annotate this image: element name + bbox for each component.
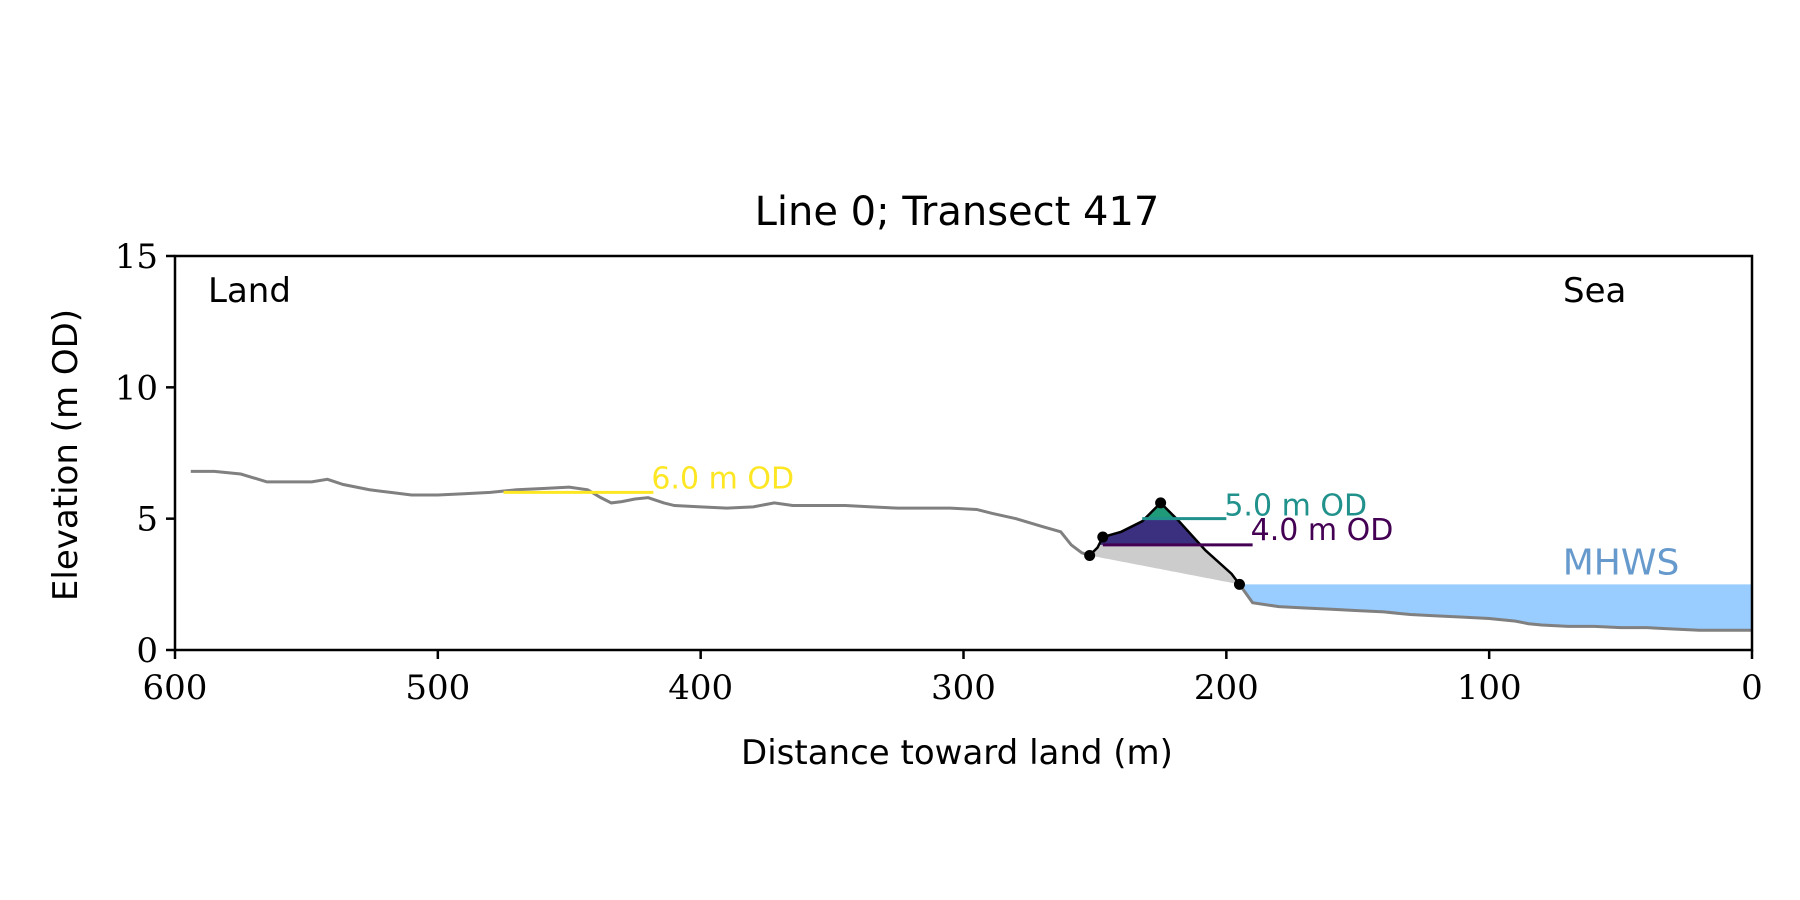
mhws-label: MHWS	[1563, 542, 1680, 583]
y-tick-label: 15	[115, 237, 158, 277]
sea-label: Sea	[1563, 271, 1626, 311]
x-tick-label: 0	[1741, 668, 1763, 708]
x-tick-label: 500	[405, 668, 470, 708]
level-label-2: 4.0 m OD	[1251, 513, 1394, 548]
y-tick-label: 0	[136, 631, 158, 671]
level-label-0: 6.0 m OD	[651, 461, 794, 496]
x-tick-label: 300	[931, 668, 996, 708]
dune-marker-point	[1097, 531, 1109, 543]
mhws-water-fill	[1239, 584, 1752, 631]
y-tick-label: 10	[115, 368, 158, 408]
fills-layer	[1090, 503, 1752, 631]
lines-layer	[190, 469, 1752, 632]
x-tick-label: 600	[143, 668, 208, 708]
x-tick-label: 200	[1194, 668, 1259, 708]
x-tick-label: 400	[668, 668, 733, 708]
dune-marker-point	[1155, 497, 1167, 509]
landward-profile-line	[190, 469, 1091, 557]
axes-layer: 600 500 400 300 200 100 0 0 5 10 15	[115, 237, 1763, 708]
dune-marker-point	[1084, 549, 1096, 561]
land-label: Land	[208, 271, 291, 311]
marks-layer: 6.0 m OD 5.0 m OD4.0 m OD MHWS	[651, 461, 1680, 590]
level-label-1: 5.0 m OD	[1224, 489, 1367, 524]
dune-marker-point	[1233, 578, 1245, 590]
x-tick-label: 100	[1457, 668, 1522, 708]
dune-fill-4-to-5m	[1099, 518, 1201, 545]
y-tick-label: 5	[136, 500, 158, 540]
dune-fill-above-5m	[1145, 503, 1176, 519]
chart-title: Line 0; Transect 417	[755, 189, 1160, 235]
y-axis-label: Elevation (m OD)	[46, 309, 86, 601]
dune-fill-below-4m	[1090, 544, 1239, 585]
seaward-profile-line	[1238, 583, 1752, 632]
x-axis-label: Distance toward land (m)	[741, 733, 1173, 773]
